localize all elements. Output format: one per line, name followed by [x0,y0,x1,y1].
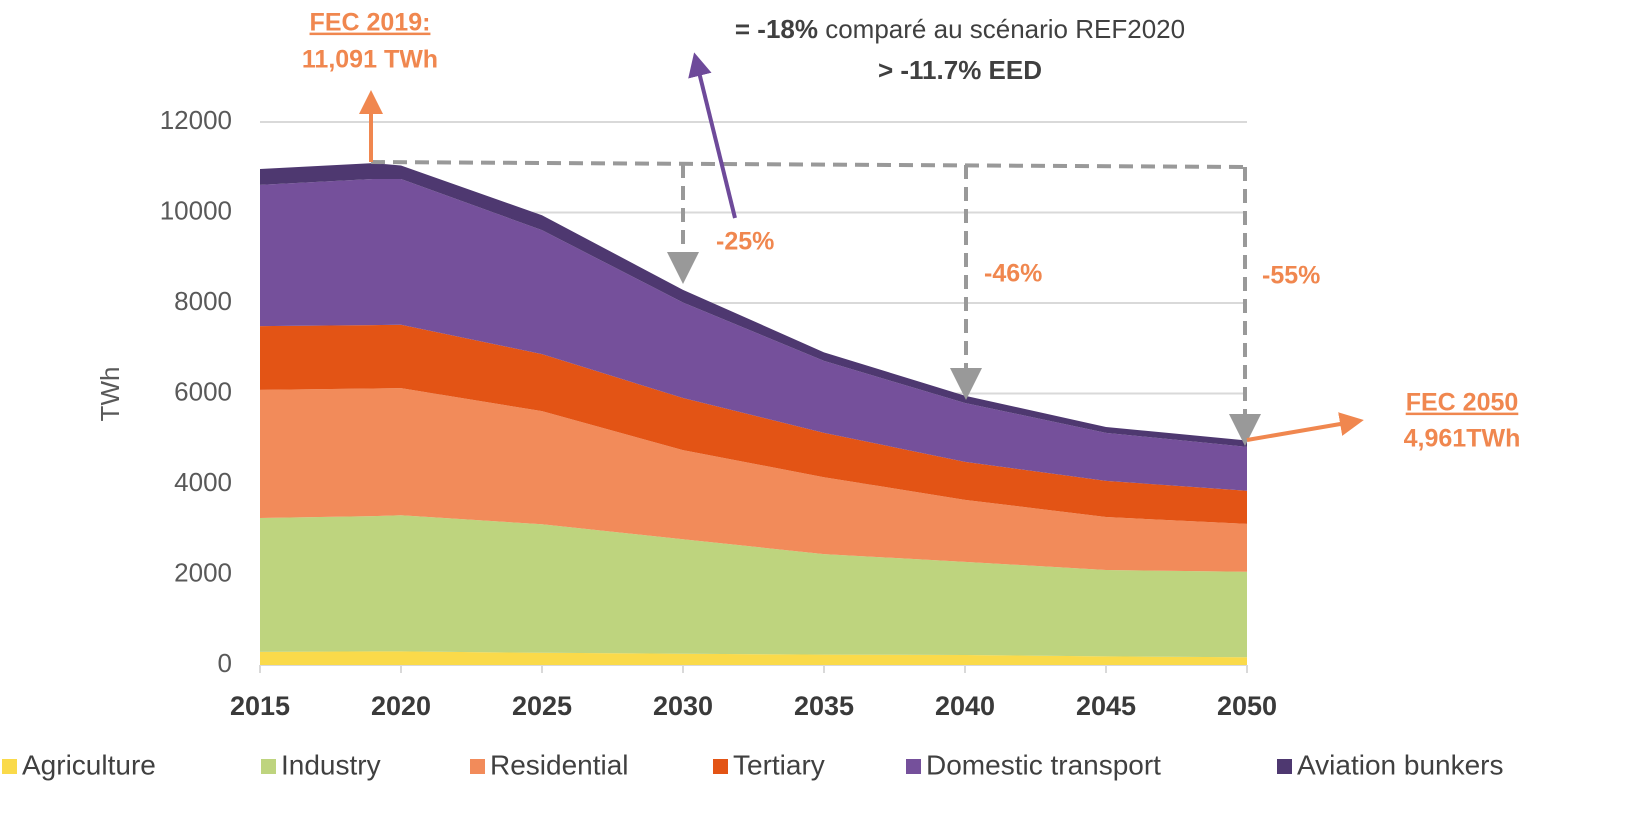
annotation-arrows [359,52,1364,446]
x-tick-label: 2035 [794,691,854,721]
annotation: -55% [1262,262,1320,290]
annotation: 4,961TWh [1404,425,1521,453]
annotation: = -18% [735,14,818,44]
annotation: -46% [984,260,1042,288]
area [260,515,1247,658]
legend-swatch [906,759,921,774]
legend-swatch [713,759,728,774]
x-tick-label: 2015 [230,691,290,721]
y-tick-label: 8000 [174,286,232,316]
annotation: > -11.7% EED [878,55,1042,85]
annotation: = -18% comparé au scénario REF2020 [735,14,1185,44]
y-axis-label: TWh [95,367,125,422]
arrow [1246,412,1364,442]
legend-swatch [470,759,485,774]
y-tick-label: 2000 [174,557,232,587]
legend-label: Agriculture [22,749,156,780]
legend-swatch [1277,759,1292,774]
annotation: 11,091 TWh [302,46,438,74]
annotation: -25% [716,228,774,256]
area [260,388,1247,572]
legend-label: Industry [281,749,381,780]
y-tick-label: 4000 [174,467,232,497]
annotation: FEC 2050 [1406,389,1519,417]
y-tick-label: 12000 [160,105,232,135]
x-tick-label: 2050 [1217,691,1277,721]
area [260,651,1247,665]
labels: TWh 0 2000 4000 6000 8000 10000 12000 2015 2020 2… [95,105,1277,721]
x-tick-label: 2045 [1076,691,1136,721]
annotations: FEC 2019: 11,091 TWh = -18% comparé au s… [302,9,1520,453]
legend-swatch [261,759,276,774]
x-tick-label: 2040 [935,691,995,721]
legend-label: Domestic transport [926,749,1161,780]
y-tick-label: 6000 [174,376,232,406]
area [260,179,1247,491]
y-tick-label: 0 [218,648,232,678]
y-tick-label: 10000 [160,195,232,225]
legend-swatch [2,759,17,774]
legend-label: Tertiary [733,749,825,780]
areas [260,163,1247,665]
x-tick-label: 2025 [512,691,572,721]
arrow [688,52,737,219]
annotation: FEC 2019: [310,9,431,37]
x-tick-label: 2030 [653,691,713,721]
legend-label: Residential [490,749,629,780]
x-tick-label: 2020 [371,691,431,721]
annotation: comparé au scénario REF2020 [818,14,1185,44]
area [260,324,1247,524]
legend-label: Aviation bunkers [1297,749,1504,780]
dashed-reference [370,160,1246,169]
legend: Agriculture Industry Residential Tertiary Do… [2,749,1504,780]
